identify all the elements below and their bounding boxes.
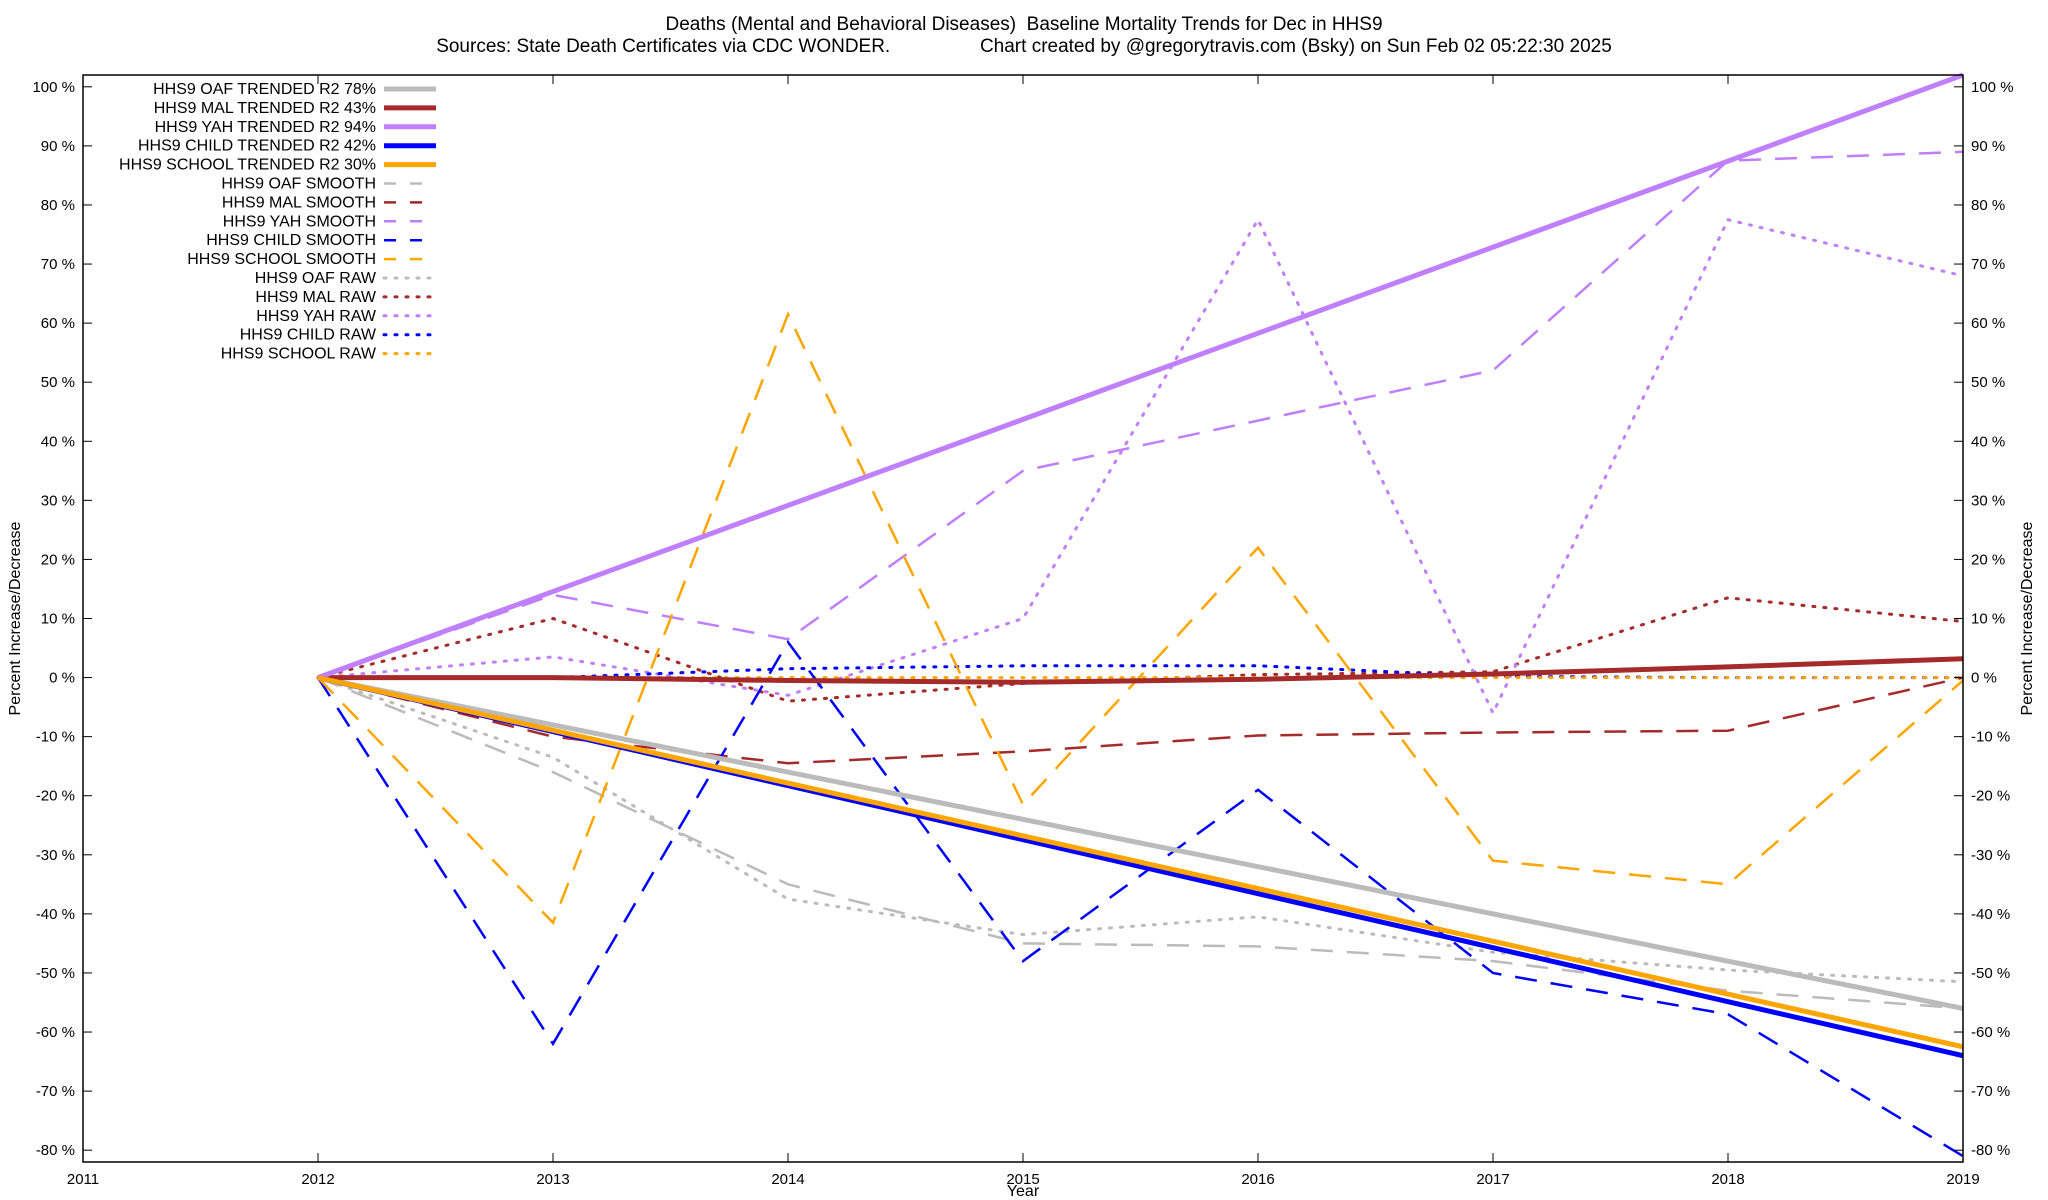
x-tick-label: 2018 [1711, 1171, 1744, 1188]
y-tick-label: -80 % [36, 1142, 75, 1159]
legend-label-hhs9-mal-raw: HHS9 MAL RAW [255, 289, 377, 306]
y2-tick-label: 60 % [1971, 315, 2005, 332]
x-tick-label: 2016 [1241, 1171, 1274, 1188]
y-tick-label: -60 % [36, 1024, 75, 1041]
legend-label-hhs9-oaf-raw: HHS9 OAF RAW [255, 270, 377, 287]
y-tick-label: -40 % [36, 906, 75, 923]
legend-label-hhs9-mal-smooth: HHS9 MAL SMOOTH [222, 194, 376, 211]
series-line-hhs9-mal-smooth [317, 676, 1964, 765]
legend-label-hhs9-school-raw: HHS9 SCHOOL RAW [221, 346, 377, 363]
series-line-hhs9-mal-trended-r2-43 [318, 656, 1964, 685]
legend-label-hhs9-school-trended-r2-30: HHS9 SCHOOL TRENDED R2 30% [119, 157, 376, 174]
axis-ticks: 100 % 100 % 90 % 90 % 80 % 80 % 70 % 70 % 60 % 60… [32, 75, 2014, 1188]
series-line-hhs9-school-trended-r2-30 [317, 675, 1964, 1050]
legend-label-hhs9-school-smooth: HHS9 SCHOOL SMOOTH [187, 251, 376, 268]
series-line-hhs9-yah-smooth [317, 150, 1964, 679]
y2-tick-label: 50 % [1971, 374, 2005, 391]
y-tick-label: 50 % [41, 374, 75, 391]
y2-tick-label: 70 % [1971, 256, 2005, 273]
y2-tick-label: 80 % [1971, 197, 2005, 214]
legend-label-hhs9-oaf-trended-r2-78: HHS9 OAF TRENDED R2 78% [153, 81, 376, 98]
y-tick-label: 20 % [41, 551, 75, 568]
legend-label-hhs9-yah-trended-r2-94: HHS9 YAH TRENDED R2 94% [155, 119, 376, 136]
series-layer [316, 72, 1965, 1158]
y2-tick-label: 30 % [1971, 492, 2005, 509]
legend-label-hhs9-child-trended-r2-42: HHS9 CHILD TRENDED R2 42% [138, 138, 376, 155]
y-tick-label: 70 % [41, 256, 75, 273]
y-tick-label: 80 % [41, 197, 75, 214]
legend-label-hhs9-child-smooth: HHS9 CHILD SMOOTH [206, 232, 376, 249]
x-tick-label: 2019 [1946, 1171, 1979, 1188]
legend-label-hhs9-mal-trended-r2-43: HHS9 MAL TRENDED R2 43% [154, 100, 376, 117]
y-tick-label: -10 % [36, 729, 75, 746]
y2-tick-label: 10 % [1971, 611, 2005, 628]
y-tick-label: -20 % [36, 788, 75, 805]
series-line-hhs9-child-smooth [316, 639, 1964, 1158]
series-line-hhs9-oaf-trended-r2-78 [317, 675, 1964, 1011]
y-tick-label: 30 % [41, 492, 75, 509]
y2-tick-label: 40 % [1971, 433, 2005, 450]
y2-tick-label: -40 % [1971, 906, 2010, 923]
legend-label-hhs9-child-raw: HHS9 CHILD RAW [240, 327, 377, 344]
y-tick-label: 100 % [32, 79, 75, 96]
series-line-hhs9-yah-trended-r2-94 [317, 72, 1964, 680]
x-tick-label: 2017 [1476, 1171, 1509, 1188]
y-tick-label: -70 % [36, 1083, 75, 1100]
y-tick-label: 90 % [41, 138, 75, 155]
y-tick-label: 0 % [49, 670, 75, 687]
y2-axis-label: Percent Increase/Decrease [2019, 521, 2036, 715]
y2-tick-label: -10 % [1971, 729, 2010, 746]
y-axis-label: Percent Increase/Decrease [7, 521, 24, 715]
y2-tick-label: 90 % [1971, 138, 2005, 155]
y2-tick-label: -60 % [1971, 1024, 2010, 1041]
legend-label-hhs9-yah-smooth: HHS9 YAH SMOOTH [223, 213, 376, 230]
y-tick-label: 60 % [41, 315, 75, 332]
y-tick-label: 10 % [41, 611, 75, 628]
x-tick-label: 2015 [1006, 1171, 1039, 1188]
x-tick-label: 2012 [301, 1171, 334, 1188]
x-axis-label: Year [1007, 1183, 1040, 1200]
y2-tick-label: -70 % [1971, 1083, 2010, 1100]
x-tick-label: 2013 [536, 1171, 569, 1188]
y2-tick-label: 0 % [1971, 670, 1997, 687]
legend: HHS9 OAF TRENDED R2 78% HHS9 MAL TRENDED … [119, 81, 438, 363]
chart-title: Deaths (Mental and Behavioral Diseases) … [665, 14, 1383, 35]
y2-tick-label: -20 % [1971, 788, 2010, 805]
series-line-hhs9-mal-raw [316, 596, 1965, 703]
series-line-hhs9-school-smooth [317, 311, 1964, 925]
legend-label-hhs9-yah-raw: HHS9 YAH RAW [256, 308, 377, 325]
x-tick-label: 2011 [67, 1171, 99, 1188]
y-tick-label: -30 % [36, 847, 75, 864]
y-tick-label: -50 % [36, 965, 75, 982]
y2-tick-label: 100 % [1971, 79, 2014, 96]
chart-subtitle: Sources: State Death Certificates via CD… [436, 36, 1612, 57]
y2-tick-label: 20 % [1971, 551, 2005, 568]
y2-tick-label: -80 % [1971, 1142, 2010, 1159]
series-line-hhs9-yah-raw [316, 216, 1965, 717]
y-tick-label: 40 % [41, 433, 75, 450]
legend-label-hhs9-oaf-smooth: HHS9 OAF SMOOTH [221, 176, 376, 193]
x-tick-label: 2014 [771, 1171, 804, 1188]
series-line-hhs9-oaf-raw [316, 676, 1965, 984]
y2-tick-label: -50 % [1971, 965, 2010, 982]
y2-tick-label: -30 % [1971, 847, 2010, 864]
